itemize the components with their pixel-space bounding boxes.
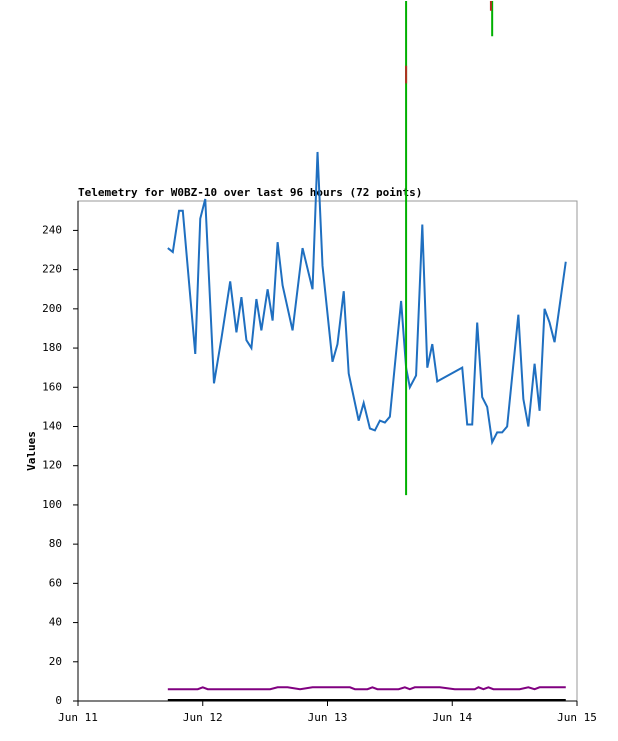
plot-frame xyxy=(77,200,578,702)
x-tick-label: Jun 14 xyxy=(432,711,472,724)
series-line xyxy=(405,1,492,84)
y-tick-label: 20 xyxy=(49,655,62,668)
x-tick-label: Jun 15 xyxy=(557,711,597,724)
y-tick-label: 180 xyxy=(42,341,62,354)
series-line xyxy=(167,151,567,446)
y-tick-label: 160 xyxy=(42,380,62,393)
y-tick-label: 120 xyxy=(42,459,62,472)
series-line xyxy=(167,686,566,691)
y-tick-label: 80 xyxy=(49,537,62,550)
series-line xyxy=(405,1,494,496)
y-tick-label: 240 xyxy=(42,223,62,236)
y-tick-label: 40 xyxy=(49,616,62,629)
y-tick-label: 100 xyxy=(42,498,62,511)
y-tick-label: 140 xyxy=(42,419,62,432)
y-tick-label: 220 xyxy=(42,263,62,276)
y-tick-label: 0 xyxy=(55,694,62,707)
y-axis-label: Values xyxy=(25,431,38,471)
x-tick-label: Jun 12 xyxy=(183,711,223,724)
x-tick-label: Jun 11 xyxy=(58,711,98,724)
y-tick-label: 200 xyxy=(42,302,62,315)
chart-title: Telemetry for W0BZ-10 over last 96 hours… xyxy=(78,186,422,199)
x-tick-label: Jun 13 xyxy=(308,711,348,724)
y-tick-label: 60 xyxy=(49,576,62,589)
